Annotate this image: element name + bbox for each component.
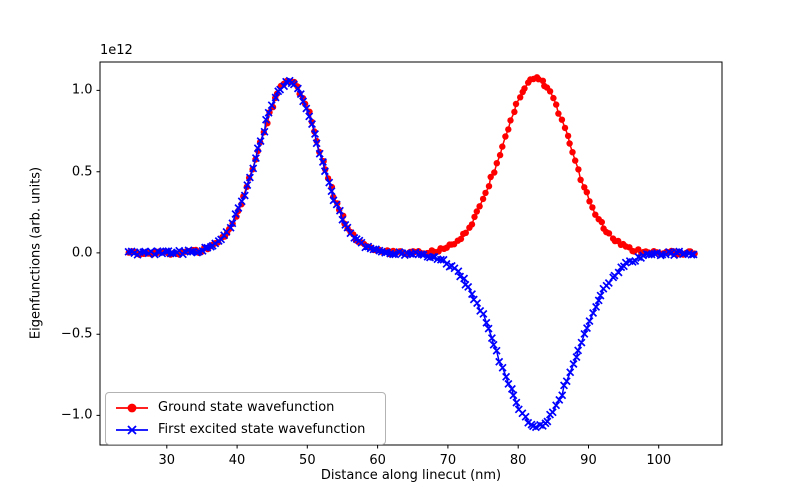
y-axis-ticks — [96, 89, 100, 416]
legend-line-circle-icon — [116, 403, 148, 412]
x-tick-label: 100 — [646, 452, 672, 468]
x-tick-label: 40 — [228, 452, 246, 468]
x-tick-label: 80 — [509, 452, 527, 468]
legend-label-ground-state: Ground state wavefunction — [158, 400, 335, 415]
legend-entry-first-excited-state: First excited state wavefunction — [115, 420, 376, 439]
x-tick-label: 50 — [299, 452, 316, 468]
y-tick-label: −0.5 — [60, 326, 93, 342]
y-tick-label: −1.0 — [60, 407, 93, 423]
x-tick-label: 70 — [439, 452, 457, 468]
legend-line-x-icon — [116, 424, 148, 435]
x-tick-label: 60 — [369, 452, 386, 468]
ground-state-markers — [125, 74, 698, 258]
x-tick-label: 30 — [158, 452, 176, 468]
y-tick-label: 0.5 — [71, 164, 93, 180]
y-axis-label: Eigenfunctions (arb. units) — [28, 166, 44, 340]
x-axis-label: Distance along linecut (nm) — [320, 468, 502, 483]
legend-entry-ground-state: Ground state wavefunction — [115, 398, 376, 417]
y-axis-offset-text: 1e12 — [100, 43, 133, 58]
axes-spines — [99, 61, 723, 446]
ground-state-line — [128, 76, 695, 256]
x-tick-label: 90 — [580, 452, 597, 468]
y-tick-label: 0.0 — [71, 245, 93, 261]
x-axis-ticks — [166, 445, 660, 449]
legend: Ground state wavefunction First excited … — [105, 392, 386, 445]
first-excited-state-markers — [124, 76, 698, 432]
y-tick-label: 1.0 — [71, 82, 93, 98]
legend-label-first-excited-state: First excited state wavefunction — [158, 422, 366, 437]
